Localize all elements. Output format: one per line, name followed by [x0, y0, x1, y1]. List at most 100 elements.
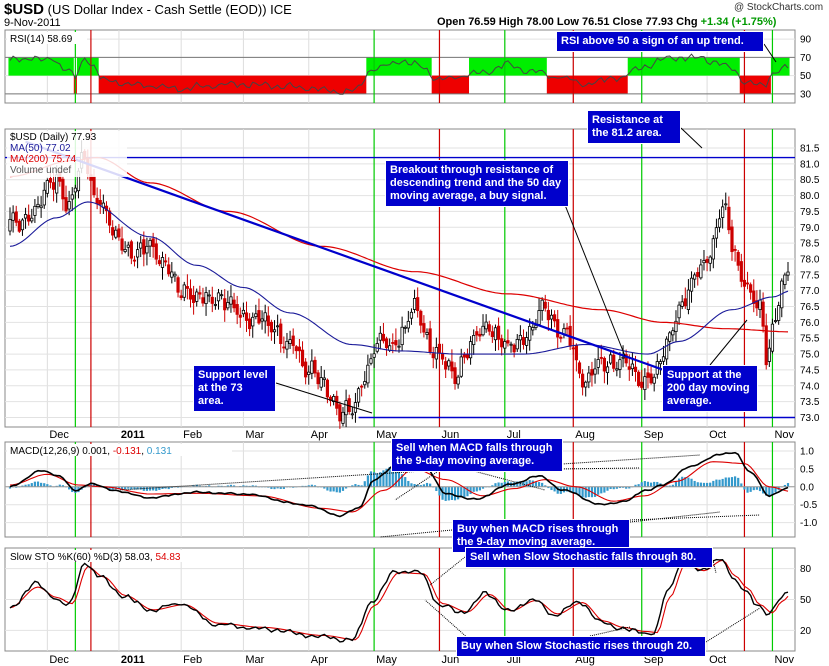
candle-body — [640, 381, 644, 388]
candle-body — [506, 340, 510, 344]
candle-body — [478, 333, 482, 337]
macd-histogram-bar — [712, 480, 715, 487]
candle-body — [484, 321, 488, 330]
candle-body — [637, 371, 641, 387]
candle-body — [724, 203, 728, 206]
price-legend-bg — [7, 131, 127, 177]
rsi-tick-label: 50 — [800, 71, 812, 82]
candle-body — [468, 341, 473, 359]
macd-histogram-bar — [593, 486, 597, 497]
rsi-below-50-band — [98, 75, 367, 94]
candle-body — [503, 341, 507, 349]
candle-body — [749, 284, 753, 293]
high-value: 78.00 — [526, 16, 554, 28]
macd-histogram-bar — [656, 481, 659, 487]
candle-body — [42, 189, 46, 206]
macd-histogram-bar — [435, 486, 438, 492]
candle-body — [288, 339, 292, 344]
macd-histogram-bar — [341, 486, 345, 491]
macd-histogram-bar — [547, 486, 550, 489]
macd-histogram-bar — [220, 485, 223, 487]
candle-body — [64, 197, 68, 212]
candle-body — [493, 327, 498, 341]
candle-body — [444, 361, 448, 370]
sto-tick-label: 50 — [800, 595, 812, 606]
candle-body — [163, 260, 168, 263]
candle-body — [300, 349, 305, 367]
macd-histogram-bar — [609, 486, 612, 490]
candle-body — [711, 238, 715, 260]
candle-body — [216, 292, 221, 302]
macd-histogram-bar — [388, 466, 391, 487]
month-tick-label: Dec — [49, 429, 69, 441]
month-tick-label: 2011 — [121, 429, 145, 441]
macd-histogram-bar — [475, 486, 478, 492]
annotation-support-73: Support level at the 73 area. — [193, 365, 276, 412]
macd-histogram-bar — [715, 479, 718, 487]
candle-body — [553, 314, 557, 322]
macd-histogram-bar — [139, 486, 142, 490]
candle-body — [447, 360, 451, 367]
candle-body — [584, 381, 588, 388]
macd-histogram-bar — [40, 482, 43, 487]
candle-body — [783, 274, 787, 285]
candle-body — [207, 294, 211, 297]
ma200-legend: MA(200) 75.74 — [10, 154, 77, 165]
macd-histogram-bar — [136, 486, 139, 490]
candle-body — [266, 315, 270, 326]
macd-histogram-bar — [307, 485, 310, 487]
candle-body — [36, 203, 40, 207]
macd-histogram-bar — [746, 486, 749, 493]
sto-legend-bg — [7, 550, 222, 562]
macd-histogram-bar — [167, 486, 170, 490]
candle-body — [605, 366, 610, 374]
macd-histogram-bar — [357, 484, 360, 487]
candle-body — [633, 366, 638, 372]
macd-histogram-bar — [49, 485, 52, 487]
candle-body — [167, 264, 171, 275]
candle-body — [556, 319, 560, 338]
macd-histogram-bar — [649, 482, 653, 487]
macd-histogram-bar — [117, 486, 121, 490]
candle-body — [195, 291, 199, 302]
month-tick-label: Jun — [441, 654, 459, 666]
macd-histogram-bar — [429, 483, 432, 487]
close-label: Close — [612, 16, 643, 28]
candle-body — [381, 333, 386, 342]
candle-body — [210, 296, 214, 304]
macd-histogram-bar — [441, 486, 444, 500]
annotation-support-73-line: at the 73 area. — [198, 382, 243, 407]
macd-histogram-bar — [242, 485, 245, 487]
month-tick-label: Mar — [245, 429, 264, 441]
candle-body — [674, 320, 678, 332]
candle-body — [188, 288, 193, 300]
chart-title: $USD (US Dollar Index - Cash Settle (EOD… — [4, 1, 292, 18]
candle-body — [198, 292, 202, 295]
macd-histogram-bar — [500, 482, 503, 487]
rsi-below-50-band — [431, 75, 470, 94]
candle-body — [767, 347, 771, 362]
month-tick-label: Sep — [644, 429, 664, 441]
candle-body — [721, 206, 725, 218]
candle-body — [475, 331, 479, 336]
macd-histogram-bar — [572, 486, 575, 493]
annotation-macd-sell-arrow — [119, 469, 441, 491]
macd-histogram-bar — [195, 484, 198, 487]
macd-histogram-bar — [612, 486, 615, 490]
macd-histogram-bar — [416, 484, 419, 487]
candle-body — [500, 338, 504, 348]
candle-body — [297, 346, 302, 352]
macd-histogram-bar — [541, 482, 544, 487]
candle-body — [412, 298, 417, 310]
candle-body — [549, 314, 554, 320]
candle-body — [229, 296, 233, 305]
macd-histogram-bar — [575, 486, 578, 494]
candle-body — [223, 298, 227, 311]
macd-histogram-bar — [226, 485, 229, 487]
candle-body — [472, 335, 476, 345]
candle-body — [699, 264, 703, 279]
macd-histogram-bar — [127, 486, 130, 489]
candle-body — [157, 260, 161, 265]
annotation-resistance-arrow — [680, 127, 703, 149]
low-value: 76.51 — [581, 16, 610, 28]
